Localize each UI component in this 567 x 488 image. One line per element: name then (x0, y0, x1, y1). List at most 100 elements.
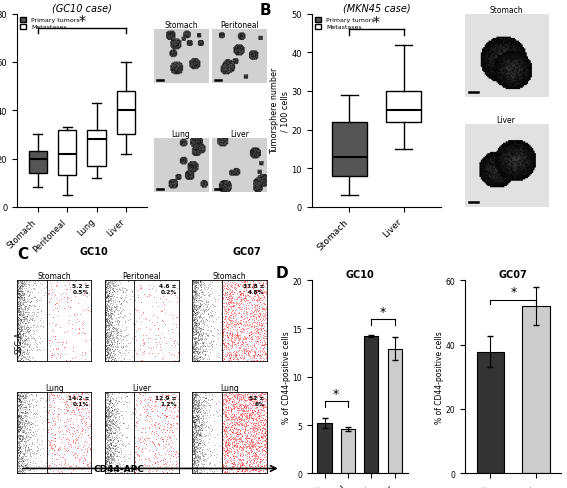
Point (14, 324, 23, 332)
Point (192, 406, 201, 413)
Point (101, 421, 111, 429)
Point (55, 395, 64, 403)
Point (238, 431, 247, 439)
Point (126, 315, 135, 323)
Point (75, 401, 84, 408)
Point (226, 441, 235, 448)
Point (102, 326, 111, 334)
Point (252, 419, 261, 427)
Point (108, 301, 117, 308)
Point (113, 455, 122, 463)
Point (14, 352, 23, 360)
Point (219, 340, 228, 347)
Point (189, 390, 198, 398)
Point (121, 346, 130, 354)
Point (250, 407, 259, 415)
Point (15, 345, 24, 352)
Point (230, 318, 239, 326)
Point (23, 424, 32, 432)
Point (256, 283, 265, 291)
Point (189, 300, 198, 307)
Point (222, 437, 231, 445)
Point (104, 429, 113, 437)
Point (252, 417, 261, 425)
Point (227, 284, 236, 291)
Point (53, 467, 62, 475)
Point (45, 440, 54, 448)
Point (16, 291, 26, 299)
Point (239, 335, 248, 343)
Point (233, 331, 242, 339)
Point (150, 422, 159, 429)
Point (83, 401, 92, 409)
Point (16, 411, 26, 419)
Point (13, 293, 22, 301)
Point (65, 464, 74, 472)
Point (225, 350, 234, 358)
Point (15, 287, 24, 295)
Point (145, 344, 154, 351)
Point (35, 338, 44, 346)
Point (16, 462, 25, 470)
Point (105, 284, 115, 292)
Point (189, 311, 198, 319)
Point (101, 277, 111, 285)
Point (189, 316, 198, 324)
Point (222, 446, 231, 453)
Point (168, 396, 177, 404)
Point (192, 322, 201, 329)
Point (202, 418, 211, 426)
Point (112, 297, 121, 305)
Point (194, 407, 203, 415)
Point (28, 395, 37, 403)
Point (220, 412, 229, 420)
Point (77, 408, 86, 416)
Point (101, 284, 111, 292)
Point (254, 306, 263, 314)
Point (235, 343, 244, 351)
Point (105, 285, 115, 293)
Point (86, 332, 95, 340)
Point (255, 414, 264, 422)
Point (162, 435, 171, 443)
Point (193, 340, 202, 348)
Point (234, 282, 243, 290)
Point (222, 396, 231, 404)
Point (113, 465, 122, 473)
Point (15, 426, 24, 433)
Point (261, 351, 270, 359)
Point (161, 391, 170, 399)
Point (13, 279, 22, 286)
Point (238, 336, 247, 344)
Point (226, 285, 235, 293)
Point (226, 327, 235, 335)
Point (261, 443, 270, 450)
Point (188, 448, 197, 456)
Point (107, 416, 116, 424)
Point (101, 342, 110, 350)
Point (23, 420, 32, 427)
Point (193, 436, 202, 444)
Point (233, 404, 242, 411)
Point (243, 321, 252, 328)
Point (234, 332, 243, 340)
Point (15, 425, 24, 432)
Point (198, 424, 207, 431)
Point (14, 307, 23, 315)
Point (104, 341, 113, 348)
Point (205, 291, 214, 299)
Point (14, 329, 23, 337)
Point (252, 455, 261, 463)
Point (103, 458, 112, 466)
Point (74, 428, 83, 436)
Point (250, 306, 259, 314)
Point (189, 430, 198, 438)
Point (221, 412, 230, 420)
Point (165, 433, 174, 441)
Point (197, 421, 206, 428)
Point (222, 413, 231, 421)
Point (163, 412, 172, 420)
Point (225, 329, 234, 337)
Point (111, 410, 120, 418)
Point (146, 420, 155, 428)
